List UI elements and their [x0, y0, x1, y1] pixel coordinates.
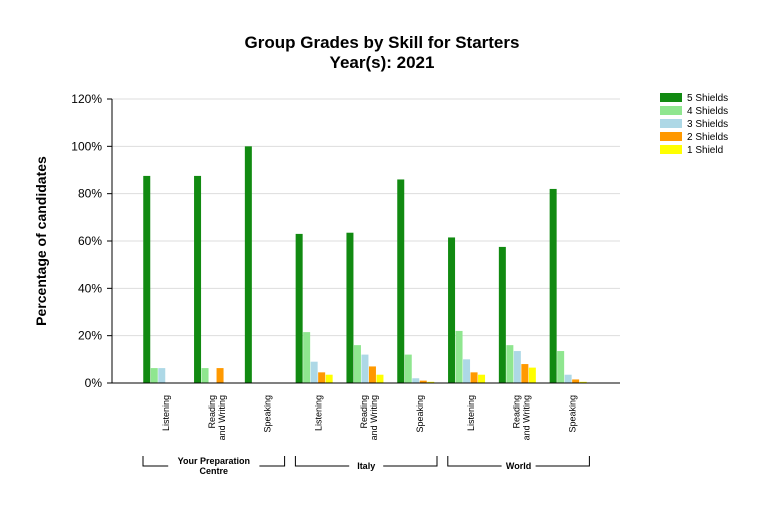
gridlines — [112, 98, 620, 384]
bar-2-shields — [470, 372, 478, 383]
x-category-label: Listening — [466, 395, 476, 431]
chart-title: Group Grades by Skill for Starters — [245, 33, 520, 52]
group-label: Your Preparation — [178, 456, 250, 466]
bar-2-shields — [419, 380, 427, 383]
x-category-label-line: and Writing — [217, 395, 227, 440]
y-tick-labels: 0% 20% 40% 60% 80% 100% 120% — [71, 92, 112, 390]
group-bracket — [294, 456, 350, 467]
x-category-label-line: Listening — [466, 395, 476, 431]
bar-3-shields — [412, 378, 420, 383]
group-bracket — [259, 456, 286, 467]
bar-4-shields — [455, 330, 463, 383]
legend-label: 1 Shield — [687, 145, 723, 156]
bar-3-shields — [564, 374, 572, 383]
x-category-label-line: Reading — [359, 395, 369, 429]
legend-label: 4 Shields — [687, 106, 728, 117]
bar-1-shield — [478, 374, 486, 383]
bar-5-shields — [498, 246, 506, 383]
bar-4-shields — [506, 345, 514, 383]
x-category-label: Listening — [161, 395, 171, 431]
x-category-label-line: Speaking — [415, 395, 425, 433]
x-category-label: Speaking — [567, 395, 577, 433]
bar-1-shield — [427, 381, 435, 383]
legend-swatch — [660, 106, 682, 115]
group-bracket — [142, 456, 169, 467]
bar-5-shields — [346, 232, 354, 383]
bar-2-shields — [216, 368, 224, 383]
group-label: Centre — [200, 466, 229, 476]
x-category-label-line: and Writing — [369, 395, 379, 440]
y-tick-label: 120% — [71, 92, 102, 106]
x-category-label-line: Listening — [313, 395, 323, 431]
y-axis-label: Percentage of candidates — [33, 156, 49, 326]
legend: 5 Shields 4 Shields 3 Shields 2 Shields 1 Sh… — [660, 93, 728, 156]
legend-swatch — [660, 93, 682, 102]
legend-label: 3 Shields — [687, 119, 728, 130]
x-category-label: Reading and Writing — [512, 395, 532, 440]
bar-2-shields — [368, 366, 376, 383]
legend-swatch — [660, 132, 682, 141]
legend-swatch — [660, 145, 682, 154]
group-bracket — [447, 456, 502, 467]
y-tick-label: 0% — [85, 376, 103, 390]
chart-subtitle: Year(s): 2021 — [330, 53, 435, 72]
bar-5-shields — [549, 188, 557, 383]
bar-5-shields — [143, 175, 151, 383]
bar-2-shields — [572, 379, 580, 383]
y-tick-label: 80% — [78, 187, 102, 201]
x-category-label-line: Speaking — [263, 395, 273, 433]
y-tick-label: 40% — [78, 281, 102, 295]
bar-3-shields — [158, 368, 166, 383]
bar-3-shields — [513, 351, 521, 383]
bar-2-shields — [521, 364, 529, 383]
x-category-label: Reading and Writing — [207, 395, 227, 440]
bar-4-shields — [303, 332, 311, 383]
x-category-label-line: and Writing — [522, 395, 532, 440]
y-tick-label: 100% — [71, 139, 102, 153]
bar-5-shields — [244, 146, 252, 383]
bar-4-shields — [557, 351, 565, 383]
bar-2-shields — [318, 372, 326, 383]
bar-1-shield — [325, 374, 333, 383]
bar-3-shields — [361, 354, 369, 383]
bar-3-shields — [463, 359, 471, 383]
x-category-label: Reading and Writing — [359, 395, 379, 440]
bar-4-shields — [353, 345, 361, 383]
group-label: Italy — [357, 461, 375, 471]
legend-label: 5 Shields — [687, 93, 728, 104]
group-bracket — [383, 456, 438, 467]
group-bracket — [535, 456, 590, 467]
x-category-labels: Listening Reading and Writing Speaking Liste… — [161, 395, 577, 440]
legend-label: 2 Shields — [687, 132, 728, 143]
bar-4-shields — [404, 354, 412, 383]
y-tick-label: 20% — [78, 329, 102, 343]
bar-5-shields — [397, 179, 405, 383]
bar-5-shields — [295, 233, 303, 383]
bar-1-shield — [376, 374, 384, 383]
x-category-label: Speaking — [415, 395, 425, 433]
x-category-label-line: Reading — [207, 395, 217, 429]
x-category-label: Speaking — [263, 395, 273, 433]
bar-4-shields — [150, 368, 158, 383]
bar-4-shields — [201, 368, 209, 383]
bar-1-shield — [528, 367, 536, 383]
bar-3-shields — [310, 361, 318, 383]
x-category-label-line: Speaking — [567, 395, 577, 433]
x-category-label: Listening — [313, 395, 323, 431]
bar-5-shields — [448, 237, 456, 383]
group-label: World — [506, 461, 531, 471]
bar-5-shields — [194, 175, 202, 383]
x-category-label-line: Reading — [512, 395, 522, 429]
bar-1-shield — [579, 381, 587, 383]
bars — [143, 146, 587, 383]
y-tick-label: 60% — [78, 234, 102, 248]
x-category-label-line: Listening — [161, 395, 171, 431]
legend-swatch — [660, 119, 682, 128]
